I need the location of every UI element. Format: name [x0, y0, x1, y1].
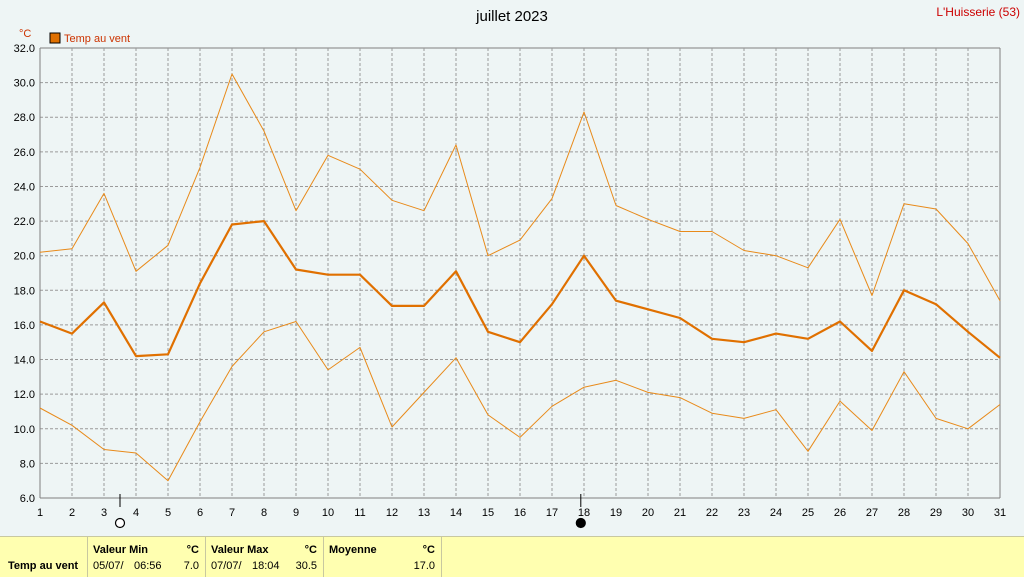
station-name: L'Huisserie (53): [936, 5, 1020, 19]
x-tick-label: 11: [354, 507, 365, 519]
x-tick-label: 22: [706, 507, 718, 519]
y-tick-label: 28.0: [14, 112, 35, 124]
max-header: Valeur Max: [211, 544, 269, 556]
x-axis-ticks: 1 2 3 4 5 6 7 8 9 10 11 12 13 14 15 16 17 18 19 20 21 22 23 24 2…: [37, 507, 1006, 519]
legend-label: Temp au vent: [64, 33, 130, 45]
x-tick-label: 3: [101, 507, 107, 519]
chart-grid: [39, 47, 1001, 499]
x-tick-label: 4: [133, 507, 139, 519]
moon-full-icon: [114, 517, 126, 529]
y-tick-label: 6.0: [20, 493, 35, 505]
y-tick-label: 20.0: [14, 251, 35, 263]
min-value: 7.0: [183, 560, 199, 572]
moon-markers: [114, 494, 586, 529]
x-tick-label: 14: [450, 507, 462, 519]
x-tick-label: 18: [578, 507, 590, 519]
y-tick-label: 24.0: [14, 181, 35, 193]
y-tick-label: 26.0: [14, 147, 35, 159]
x-tick-label: 13: [418, 507, 430, 519]
y-tick-label: 30.0: [14, 78, 35, 90]
max-unit: °C: [304, 544, 317, 556]
x-tick-label: 24: [770, 507, 782, 519]
y-tick-label: 8.0: [20, 458, 35, 470]
series-line-min: [39, 321, 1001, 482]
avg-unit: °C: [422, 544, 435, 556]
summary-footer: Temp au vent Valeur Min °C 05/07/ 06:56 …: [0, 536, 1024, 577]
x-tick-label: 27: [866, 507, 878, 519]
max-time: 18:04: [252, 560, 280, 572]
x-tick-label: 7: [229, 507, 235, 519]
footer-row-label: Temp au vent: [8, 560, 79, 572]
y-tick-label: 14.0: [14, 355, 35, 367]
y-tick-label: 10.0: [14, 424, 35, 436]
x-tick-label: 19: [610, 507, 622, 519]
legend-swatch: [49, 32, 61, 44]
x-tick-label: 20: [642, 507, 654, 519]
footer-max-cell: Valeur Max °C 07/07/ 18:04 30.5: [206, 537, 324, 577]
footer-min-cell: Valeur Min °C 05/07/ 06:56 7.0: [88, 537, 206, 577]
x-tick-label: 1: [37, 507, 43, 519]
x-tick-label: 6: [197, 507, 203, 519]
series-line-mean: [39, 220, 1001, 359]
max-date: 07/07/: [211, 560, 242, 572]
x-tick-label: 9: [293, 507, 299, 519]
avg-header: Moyenne: [329, 544, 377, 556]
footer-avg-cell: Moyenne °C 17.0: [324, 537, 442, 577]
x-tick-label: 8: [261, 507, 267, 519]
avg-value: 17.0: [413, 560, 435, 572]
min-unit: °C: [186, 544, 199, 556]
y-tick-label: 18.0: [14, 285, 35, 297]
x-tick-label: 29: [930, 507, 942, 519]
x-tick-label: 5: [165, 507, 171, 519]
x-tick-label: 2: [69, 507, 75, 519]
x-tick-label: 10: [322, 507, 334, 519]
x-tick-label: 17: [546, 507, 558, 519]
min-header: Valeur Min: [93, 544, 149, 556]
y-tick-label: 12.0: [14, 389, 35, 401]
moon-new-icon: [575, 517, 586, 529]
x-tick-label: 21: [674, 507, 686, 519]
y-axis-unit: °C: [19, 28, 31, 40]
x-tick-label: 26: [834, 507, 846, 519]
x-tick-label: 30: [962, 507, 974, 519]
temperature-chart: juillet 2023 L'Huisserie (53) °C Temp au…: [14, 5, 1020, 529]
chart-title: juillet 2023: [475, 8, 548, 25]
y-tick-label: 22.0: [14, 216, 35, 228]
series-line-max: [39, 73, 1001, 301]
max-value: 30.5: [295, 560, 317, 572]
x-tick-label: 15: [482, 507, 494, 519]
x-tick-label: 25: [802, 507, 814, 519]
y-tick-label: 32.0: [14, 43, 35, 55]
y-axis-ticks: 6.0 8.0 10.0 12.0 14.0 16.0 18.0 20.0 22.0 24.0 26…: [14, 43, 35, 505]
x-tick-label: 12: [386, 507, 398, 519]
x-tick-label: 28: [898, 507, 910, 519]
x-tick-label: 16: [514, 507, 526, 519]
min-time: 06:56: [134, 560, 162, 572]
footer-label-cell: Temp au vent: [0, 537, 88, 577]
x-tick-label: 23: [738, 507, 750, 519]
chart-series: [39, 73, 1001, 482]
y-tick-label: 16.0: [14, 320, 35, 332]
min-date: 05/07/: [93, 560, 124, 572]
x-tick-label: 31: [994, 507, 1006, 519]
